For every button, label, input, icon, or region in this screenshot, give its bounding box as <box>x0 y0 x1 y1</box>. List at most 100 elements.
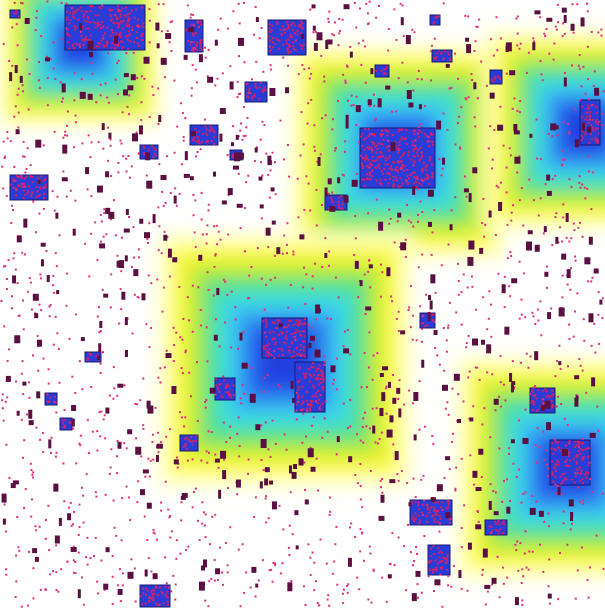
dark-cell <box>546 422 551 430</box>
dense-dot <box>265 348 267 350</box>
pink-dot <box>107 160 109 162</box>
pink-dot <box>499 596 501 598</box>
dense-dot <box>431 515 433 517</box>
dense-dot <box>330 197 332 199</box>
pink-dot <box>403 404 405 406</box>
dense-dot <box>233 385 235 387</box>
pink-dot <box>553 59 555 61</box>
pink-dot <box>260 139 262 141</box>
pink-dot <box>594 70 596 72</box>
pink-dot <box>98 306 100 308</box>
pink-dot <box>410 551 412 553</box>
dense-dot <box>31 191 33 193</box>
pink-dot <box>98 411 100 413</box>
pink-dot <box>122 572 124 574</box>
pink-dot <box>292 533 294 535</box>
dense-dot <box>260 82 262 84</box>
dark-cell <box>153 214 156 223</box>
pink-dot <box>66 305 68 307</box>
pink-dot <box>578 358 580 360</box>
dense-dot <box>288 28 290 30</box>
pink-dot <box>220 18 222 20</box>
dark-cell <box>102 123 105 130</box>
dense-dot <box>387 157 389 159</box>
dense-dot <box>122 21 124 23</box>
pink-dot <box>374 441 376 443</box>
dense-dot <box>315 395 317 397</box>
dense-dot <box>310 402 312 404</box>
pink-dot <box>1 300 3 302</box>
dense-dot <box>196 49 198 51</box>
pink-dot <box>395 110 397 112</box>
pink-dot <box>448 244 450 246</box>
pink-dot <box>149 116 151 118</box>
dense-dot <box>78 44 80 46</box>
pink-dot <box>338 18 340 20</box>
pink-dot <box>524 552 526 554</box>
dense-dot <box>269 348 271 350</box>
dense-dot <box>198 131 200 133</box>
pink-dot <box>236 96 238 98</box>
pink-dot <box>270 69 272 71</box>
pink-dot <box>398 149 400 151</box>
dark-cell <box>47 275 50 282</box>
dense-dot <box>534 394 536 396</box>
dense-dot <box>202 133 204 135</box>
pink-dot <box>423 499 425 501</box>
pink-dot <box>520 362 522 364</box>
pink-dot <box>569 289 571 291</box>
dense-dot <box>581 116 583 118</box>
dense-dot <box>271 29 273 31</box>
dark-cell <box>97 186 103 193</box>
dense-dot <box>371 141 373 143</box>
pink-dot <box>96 450 98 452</box>
dense-dot <box>300 349 302 351</box>
pink-dot <box>283 29 285 31</box>
dense-dot <box>435 58 437 60</box>
dense-dot <box>318 383 320 385</box>
pink-dot <box>361 386 363 388</box>
pink-dot <box>100 214 102 216</box>
dense-dot <box>395 176 397 178</box>
pink-dot <box>182 318 184 320</box>
pink-dot <box>62 137 64 139</box>
pink-dot <box>174 599 176 601</box>
pink-dot <box>457 263 459 265</box>
pink-dot <box>468 335 470 337</box>
dark-cell <box>396 388 400 394</box>
dense-dot <box>111 29 113 31</box>
pink-dot <box>303 461 305 463</box>
pink-dot <box>333 379 335 381</box>
pink-dot <box>227 571 229 573</box>
pink-dot <box>192 64 194 66</box>
pink-dot <box>403 545 405 547</box>
dark-cell <box>594 88 599 96</box>
dark-cell <box>478 449 483 455</box>
dense-dot <box>585 118 587 120</box>
dense-dot <box>382 173 384 175</box>
dense-dot <box>408 151 410 153</box>
pink-dot <box>137 25 139 27</box>
dark-cell <box>99 321 102 328</box>
pink-dot <box>405 239 407 241</box>
dark-cell <box>114 36 118 44</box>
dense-dot <box>557 447 559 449</box>
pink-dot <box>371 149 373 151</box>
dense-dot <box>72 43 74 45</box>
pink-dot <box>386 386 388 388</box>
pink-dot <box>274 357 276 359</box>
dense-dot <box>13 12 15 14</box>
pink-dot <box>496 16 498 18</box>
dense-dot <box>306 391 308 393</box>
dense-dot <box>405 129 407 131</box>
dark-cell <box>445 456 450 460</box>
dense-dot <box>127 20 129 22</box>
pink-dot <box>373 94 375 96</box>
dense-dot <box>417 502 419 504</box>
dark-cell <box>156 455 159 462</box>
pink-dot <box>441 174 443 176</box>
pink-dot <box>510 220 512 222</box>
pink-dot <box>449 302 451 304</box>
dark-cell <box>260 204 264 208</box>
dark-cell <box>559 307 565 316</box>
